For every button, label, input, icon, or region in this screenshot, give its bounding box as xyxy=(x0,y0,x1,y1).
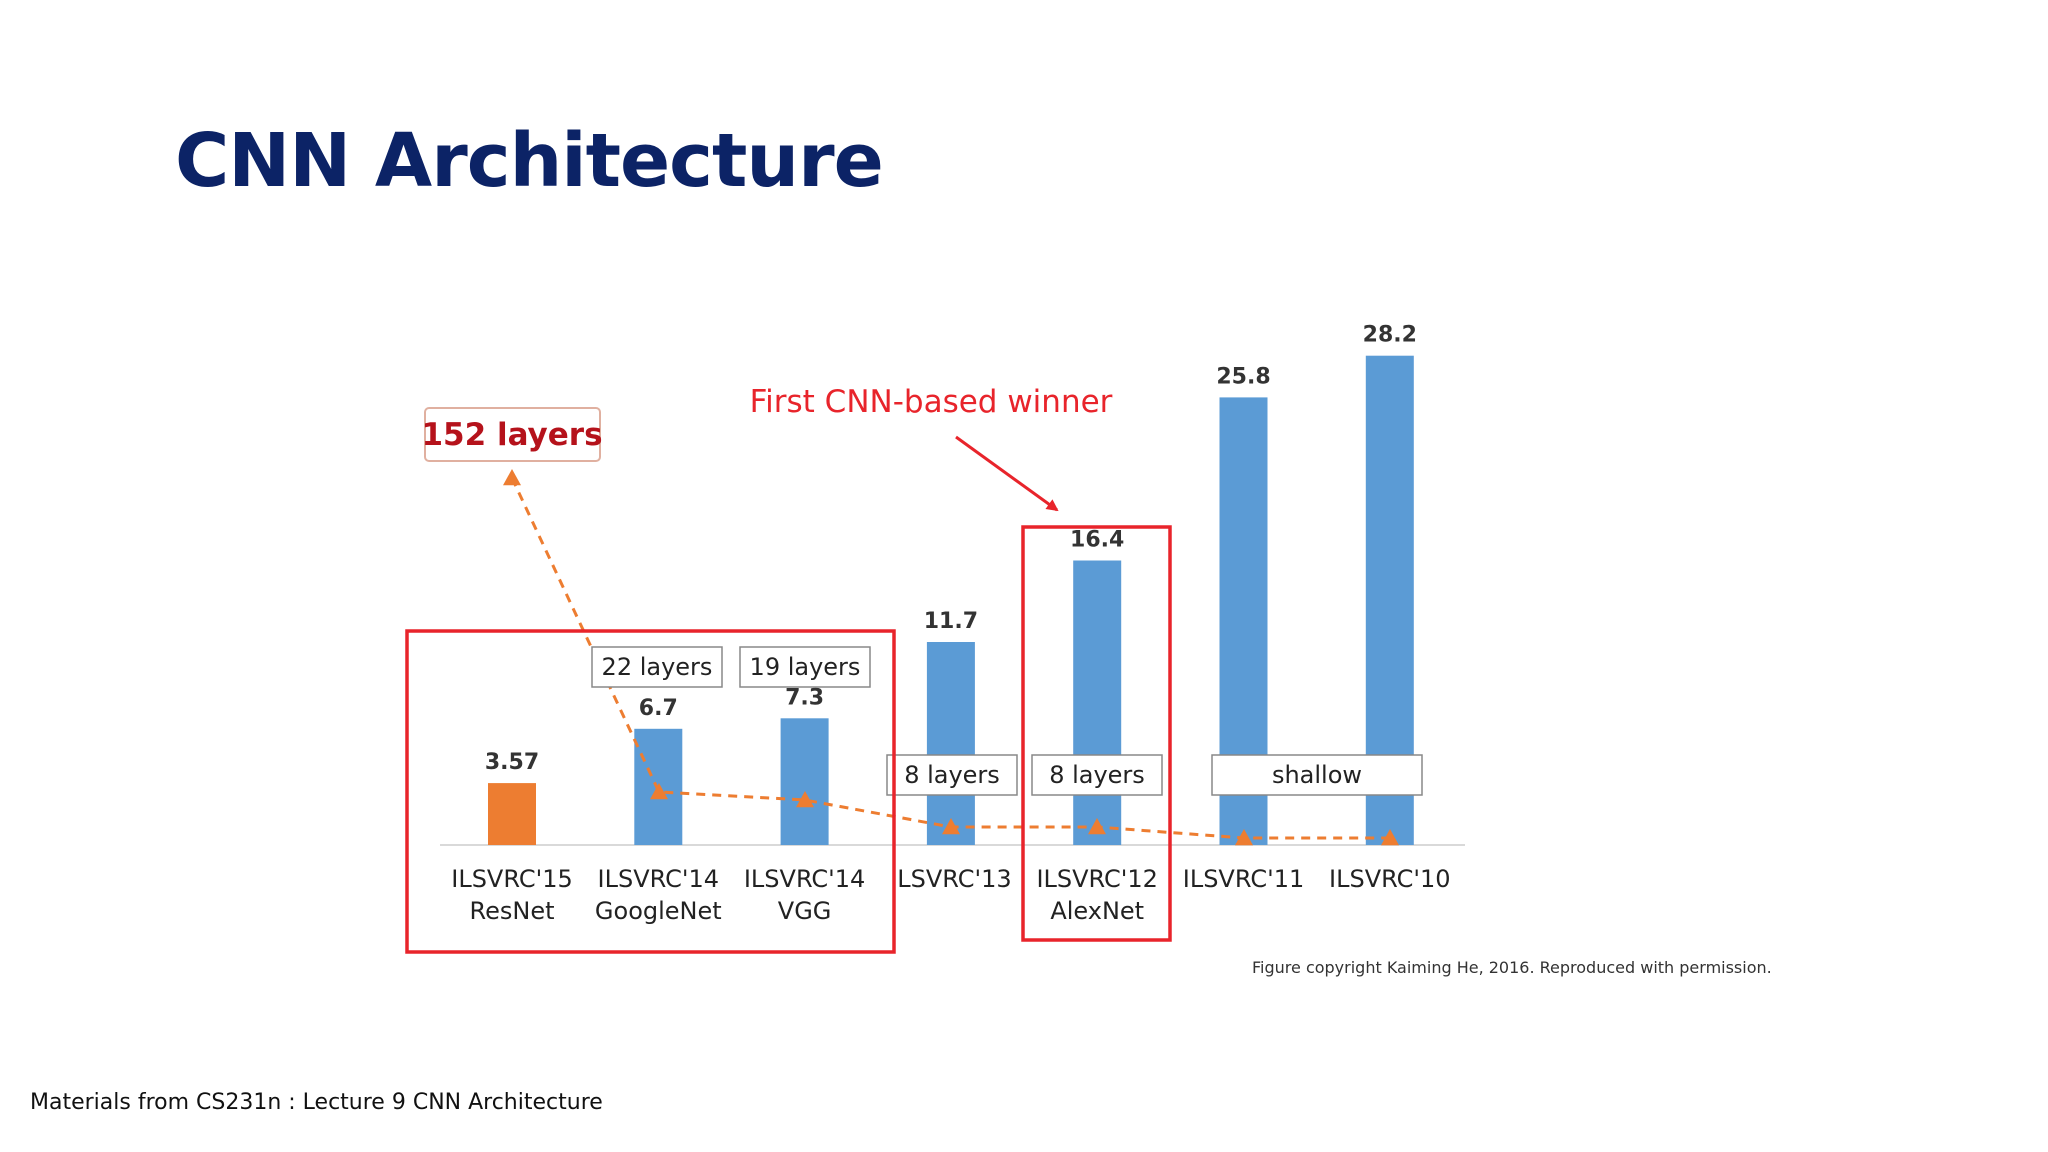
depth-marker-0 xyxy=(503,469,521,486)
layer-label-shallow-text: shallow xyxy=(1272,761,1362,789)
layer-label-ilsvrc13-text: 8 layers xyxy=(904,761,1000,789)
value-labels: 3.57 6.7 7.3 11.7 16.4 25.8 28.2 xyxy=(485,323,1417,775)
value-label-0: 3.57 xyxy=(485,750,539,775)
x-tick-year-5: ILSVRC'11 xyxy=(1183,865,1304,893)
layer-label-alexnet-text: 8 layers xyxy=(1049,761,1145,789)
depth-marker-5 xyxy=(1235,829,1253,846)
annotation-arrow xyxy=(955,435,1059,512)
depth-marker-2 xyxy=(796,791,814,808)
value-label-2: 7.3 xyxy=(785,685,824,710)
layer-label-resnet: 152 layers xyxy=(421,407,603,462)
first-cnn-annotation: First CNN-based winner xyxy=(750,384,1113,420)
x-tick-year-6: ILSVRC'10 xyxy=(1329,865,1450,893)
layer-label-googlenet-text: 22 layers xyxy=(602,653,713,681)
x-tick-model-0: ResNet xyxy=(470,897,555,925)
footer-credit: Materials from CS231n : Lecture 9 CNN Ar… xyxy=(30,1090,603,1115)
x-tick-year-2: ILSVRC'14 xyxy=(744,865,865,893)
x-tick-model-2: VGG xyxy=(778,897,832,925)
depth-trend-line xyxy=(503,469,1399,846)
layer-label-vgg-text: 19 layers xyxy=(750,653,861,681)
x-tick-year-4: ILSVRC'12 xyxy=(1036,865,1157,893)
value-label-6: 28.2 xyxy=(1363,323,1417,348)
bar-3 xyxy=(926,642,975,845)
depth-marker-1 xyxy=(650,783,668,800)
layer-label-alexnet: 8 layers xyxy=(1031,754,1163,796)
depth-marker-6 xyxy=(1381,829,1399,846)
bar-0 xyxy=(488,783,536,845)
alexnet-highlight-box xyxy=(1021,525,1172,942)
x-tick-year-1: ILSVRC'14 xyxy=(598,865,719,893)
slide-title: CNN Architecture xyxy=(175,118,884,204)
depth-marker-3 xyxy=(942,818,960,835)
value-label-3: 11.7 xyxy=(924,609,978,634)
x-tick-labels: ILSVRC'15 ResNet ILSVRC'14 GoogleNet ILSVRC'… xyxy=(451,865,1450,925)
value-label-1: 6.7 xyxy=(639,696,678,721)
depth-marker-4 xyxy=(1088,818,1106,835)
x-tick-model-1: GoogleNet xyxy=(595,897,722,925)
layer-label-resnet-text: 152 layers xyxy=(421,417,602,453)
bar-2 xyxy=(780,718,829,845)
figure-copyright: Figure copyright Kaiming He, 2016. Repro… xyxy=(1252,958,1772,977)
value-label-4: 16.4 xyxy=(1070,528,1124,553)
value-label-5: 25.8 xyxy=(1216,364,1270,389)
x-tick-year-0: ILSVRC'15 xyxy=(451,865,572,893)
layer-label-vgg: 19 layers xyxy=(739,646,871,688)
deep-models-highlight-box xyxy=(405,629,896,954)
layer-label-googlenet: 22 layers xyxy=(591,646,723,688)
x-tick-year-3: ILSVRC'13 xyxy=(890,865,1011,893)
layer-label-ilsvrc13: 8 layers xyxy=(886,754,1018,796)
bar-4 xyxy=(1073,560,1122,845)
layer-label-shallow: shallow xyxy=(1211,754,1423,796)
x-tick-model-4: AlexNet xyxy=(1050,897,1144,925)
